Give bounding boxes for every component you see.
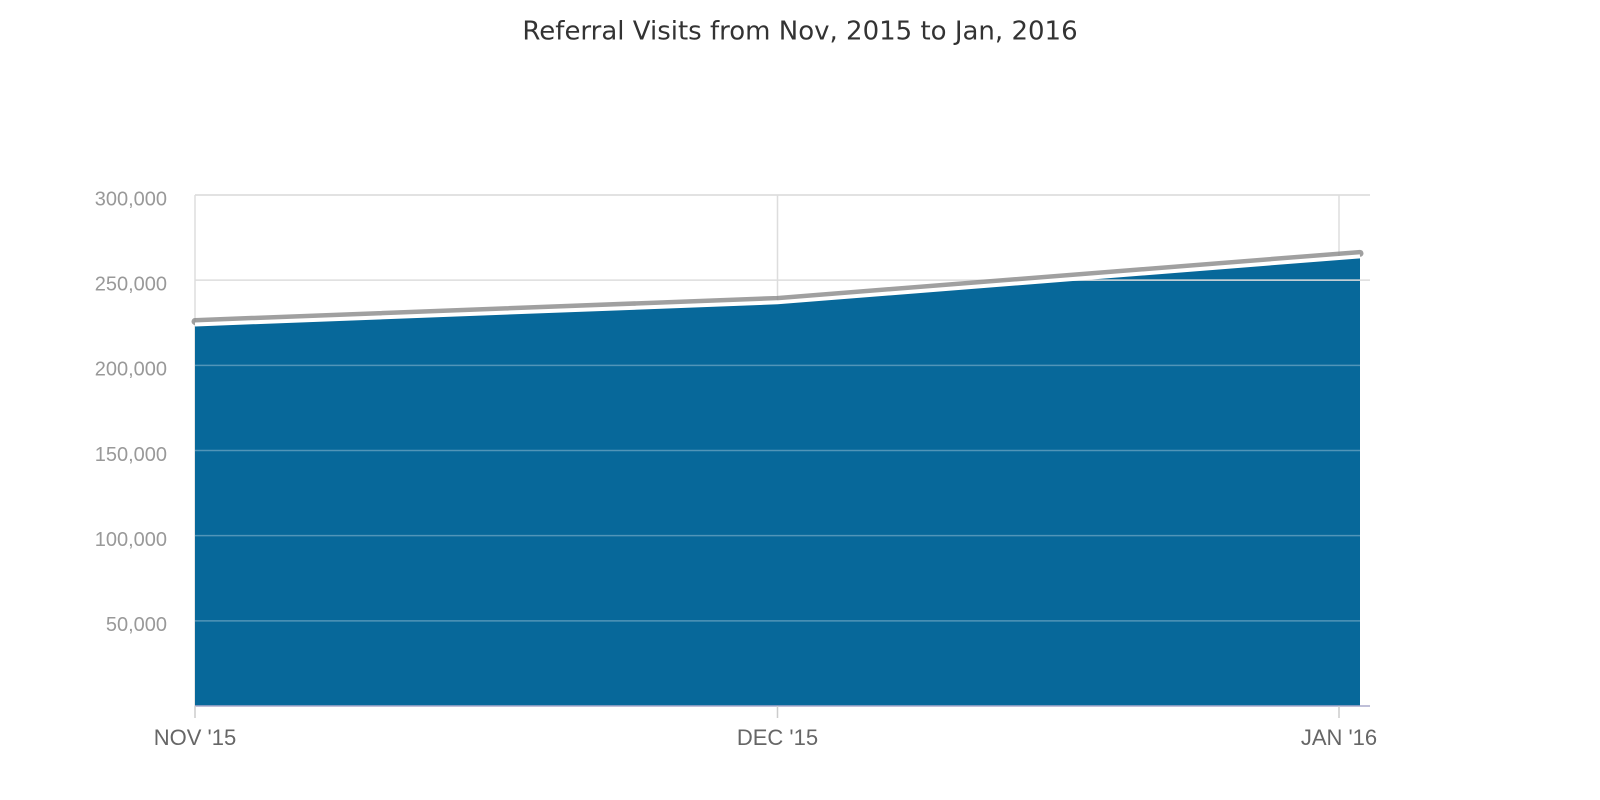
x-tick-label: DEC '15	[737, 725, 818, 750]
y-tick-label: 100,000	[95, 529, 167, 551]
x-tick-label: JAN '16	[1301, 725, 1377, 750]
y-tick-label: 300,000	[95, 188, 167, 210]
y-tick-label: 250,000	[95, 273, 167, 295]
line-shadow	[191, 249, 1364, 325]
chart-title: Referral Visits from Nov, 2015 to Jan, 2…	[522, 17, 1077, 47]
x-tick-label: NOV '15	[154, 725, 236, 750]
area	[195, 256, 1360, 706]
y-tick-label: 200,000	[95, 359, 167, 381]
y-tick-label: 50,000	[106, 614, 167, 636]
line	[194, 254, 1361, 327]
y-tick-label: 150,000	[95, 444, 167, 466]
